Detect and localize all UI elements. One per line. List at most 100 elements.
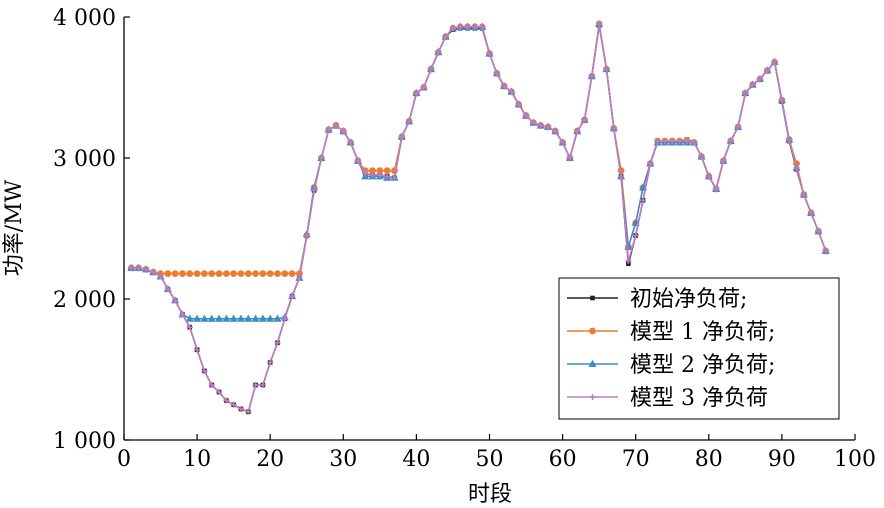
series-4-point [479, 23, 486, 30]
legend-marker-3 [588, 359, 597, 367]
series-4-point [610, 125, 617, 132]
series-4-point [442, 33, 449, 40]
series-4-point [245, 408, 252, 415]
series-2-point [222, 270, 230, 278]
series-4-point [252, 382, 259, 389]
series-4-point [406, 118, 413, 125]
series-4-point [523, 112, 530, 119]
series-2-point [266, 270, 274, 278]
y-axis-label: 功率/MW [2, 179, 27, 276]
series-4-point [230, 401, 237, 408]
series-4-point [259, 382, 266, 389]
series-4-point [508, 88, 515, 95]
series-4-point [632, 232, 639, 239]
series-4-point [625, 257, 632, 264]
series-4-point [815, 228, 822, 235]
series-4-point [311, 187, 318, 194]
x-tick-label: 90 [768, 447, 796, 472]
series-4-point [552, 128, 559, 135]
series-2-point [186, 270, 194, 278]
series-4-point [618, 173, 625, 180]
series-4-point [281, 315, 288, 322]
series-4-point [581, 116, 588, 123]
legend-label-1: 初始净负荷; [630, 287, 747, 312]
series-4-point [398, 133, 405, 140]
series-3-point [229, 314, 238, 322]
x-tick-label: 60 [549, 447, 577, 472]
series-4-point [727, 138, 734, 145]
series-3-point [200, 314, 209, 322]
series-4-point [793, 164, 800, 171]
series-4-point [201, 367, 208, 374]
series-4-point [135, 264, 142, 271]
series-2-point [193, 270, 201, 278]
series-4-point [647, 160, 654, 167]
series-4-point [435, 49, 442, 56]
series-4-point [742, 90, 749, 97]
series-3-point [310, 183, 319, 191]
series-2-point [201, 270, 208, 278]
series-4-point [566, 155, 573, 161]
series-4-point [128, 264, 135, 271]
series-4-point [640, 197, 647, 204]
series-4-point [186, 324, 193, 331]
series-4-point [150, 269, 157, 276]
series-4-point [822, 248, 829, 255]
series-4-point [289, 293, 296, 300]
series-2-point [252, 270, 259, 278]
series-4-point [691, 139, 698, 146]
series-4-point [486, 50, 493, 57]
legend-marker-1 [590, 295, 595, 301]
series-4-point [157, 273, 164, 280]
series-3-point [258, 314, 267, 322]
x-tick-label: 10 [183, 447, 211, 472]
series-3-point [236, 314, 245, 322]
x-tick-label: 0 [117, 447, 131, 472]
series-2-point [288, 270, 296, 278]
series-4-point [603, 66, 610, 73]
legend-marker-2 [589, 327, 596, 335]
series-4-point [347, 139, 354, 146]
series-3-point [207, 314, 216, 322]
x-tick-label: 80 [695, 447, 723, 472]
series-4-point [544, 123, 551, 130]
series-3-point [222, 314, 231, 322]
series-4-point [537, 122, 544, 129]
series-4-point [420, 84, 427, 91]
x-tick-label: 40 [402, 447, 430, 472]
series-3-point [266, 314, 275, 322]
series-4-point [764, 67, 771, 74]
series-4-point [449, 25, 456, 32]
series-2-point [230, 270, 238, 278]
series-3-point [251, 314, 260, 322]
series-4-point [223, 397, 230, 404]
series-2-point [179, 270, 186, 278]
series-4-point [501, 83, 508, 90]
series-4-point [303, 232, 310, 239]
series-4-point [705, 173, 712, 180]
series-layer [127, 19, 830, 415]
series-4-point [654, 138, 661, 145]
legend-box [558, 277, 840, 420]
x-tick-layer: 0 10 20 30 40 50 60 70 80 90 100 [117, 434, 876, 472]
series-4-point [274, 339, 281, 346]
series-4-point [588, 73, 595, 80]
series-4-point [530, 119, 537, 126]
series-4-point [457, 23, 464, 30]
series-4-point [369, 171, 376, 178]
series-4-point [669, 138, 676, 145]
series-4-point [216, 389, 223, 396]
series-4-point [142, 266, 149, 273]
series-2-point [376, 167, 384, 175]
x-tick-label: 100 [834, 447, 876, 472]
x-tick-label: 70 [622, 447, 650, 472]
series-4-point [428, 66, 435, 73]
series-4-point [698, 153, 705, 160]
series-4-point [559, 139, 566, 146]
x-tick-label: 30 [329, 447, 357, 472]
series-4-point [786, 136, 793, 143]
y-tick-label: 4 000 [53, 6, 116, 31]
series-4-point [332, 122, 339, 129]
series-2-point [215, 270, 223, 278]
